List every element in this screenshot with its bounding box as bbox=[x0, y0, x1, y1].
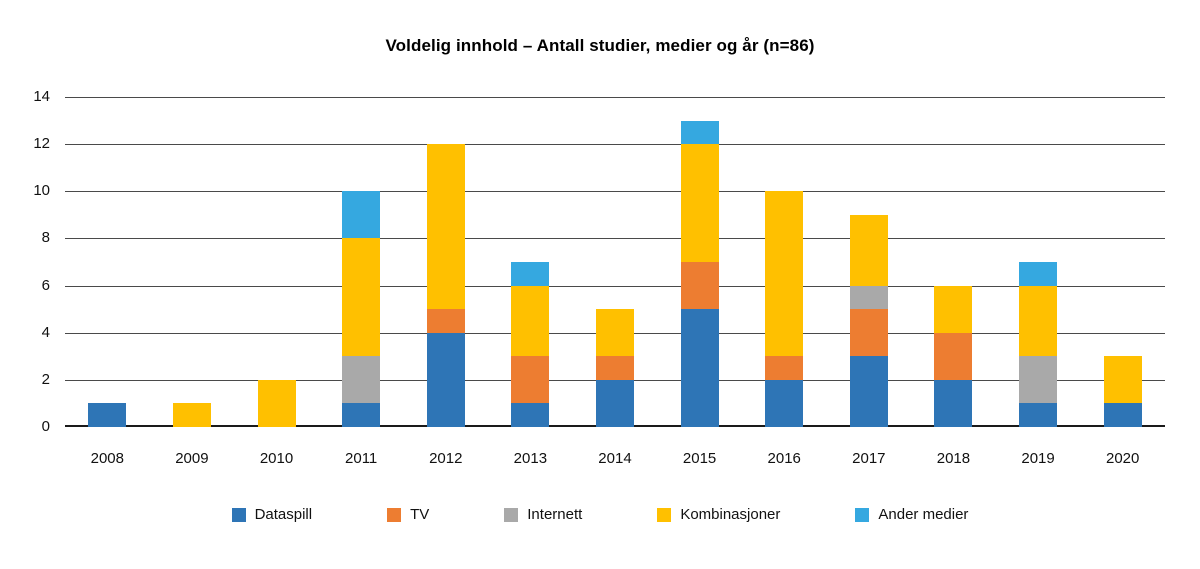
bar-segment-tv bbox=[596, 356, 634, 380]
bar-segment-dataspill bbox=[680, 309, 719, 427]
x-tick-label: 2015 bbox=[682, 450, 717, 467]
y-tick-label: 8 bbox=[41, 229, 50, 247]
legend-label: TV bbox=[410, 506, 430, 523]
legend-item-internett: Internett bbox=[504, 506, 582, 523]
bar-segment-dataspill bbox=[596, 379, 634, 427]
bar-segment-kombinasjoner bbox=[849, 214, 888, 286]
bar-segment-dataspill bbox=[934, 379, 973, 427]
legend-item-tv: TV bbox=[387, 506, 429, 523]
y-tick-label: 2 bbox=[41, 370, 50, 388]
x-tick-label: 2011 bbox=[345, 450, 378, 467]
bar-segment-kombinasjoner bbox=[342, 238, 381, 357]
x-tick-label: 2012 bbox=[429, 450, 463, 467]
bar-segment-dataspill bbox=[765, 379, 804, 427]
x-axis-labels: 2008 2009 2010 2011 2012 2013 2014 2015 2016 2017… bbox=[65, 450, 1165, 470]
gridline bbox=[65, 238, 1165, 240]
y-tick-label: 0 bbox=[41, 418, 50, 435]
y-tick-label: 4 bbox=[41, 323, 50, 341]
legend-label: Kombinasjoner bbox=[680, 506, 781, 523]
bar-segment-kombinasjoner bbox=[426, 144, 465, 310]
gridline bbox=[65, 191, 1165, 193]
bar-segment-kombinasjoner bbox=[1019, 285, 1058, 357]
bar-segment-tv bbox=[426, 309, 465, 333]
bar-segment-tv bbox=[765, 356, 804, 380]
legend-swatch bbox=[504, 507, 519, 522]
x-tick-label: 2009 bbox=[175, 450, 209, 467]
x-tick-label: 2008 bbox=[90, 450, 124, 467]
bar-segment-tv bbox=[934, 332, 973, 380]
bar-segment-kombinasjoner bbox=[765, 191, 804, 357]
chart-title: Voldelig innhold – Antall studier, medie… bbox=[385, 36, 815, 55]
gridline bbox=[65, 285, 1165, 287]
bar-segment-dataspill bbox=[1019, 403, 1058, 427]
legend-swatch bbox=[855, 507, 870, 522]
bar-segment-ander-medier bbox=[342, 191, 381, 239]
y-tick-label: 10 bbox=[33, 182, 50, 200]
x-tick-label: 2013 bbox=[513, 450, 548, 467]
legend-label: Ander medier bbox=[878, 506, 969, 523]
bar-segment-internett bbox=[342, 356, 381, 404]
gridline bbox=[65, 144, 1165, 146]
bar-segment-dataspill bbox=[1103, 403, 1142, 427]
y-tick-label: 6 bbox=[41, 276, 50, 294]
bar-segment-kombinasjoner bbox=[596, 309, 634, 357]
legend-item-ander-medier: Ander medier bbox=[855, 506, 968, 523]
legend-swatch bbox=[387, 507, 402, 522]
legend: Dataspill TV Internett Kombinasjoner Ander m… bbox=[0, 506, 1200, 523]
legend-swatch bbox=[657, 507, 672, 522]
x-tick-label: 2014 bbox=[598, 450, 632, 467]
bar-segment-tv bbox=[511, 356, 550, 404]
legend-item-kombinasjoner: Kombinasjoner bbox=[657, 506, 780, 523]
legend-label: Dataspill bbox=[254, 506, 313, 523]
bar-segment-kombinasjoner bbox=[934, 285, 973, 333]
bar-segment-kombinasjoner bbox=[172, 403, 211, 427]
legend-label: Internett bbox=[527, 506, 583, 523]
bar-segment-kombinasjoner bbox=[680, 144, 719, 262]
x-tick-label: 2019 bbox=[1021, 450, 1055, 467]
y-axis-labels: 0 2 4 6 8 10 12 14 bbox=[0, 88, 50, 435]
plot-area bbox=[65, 97, 1165, 427]
bar-segment-dataspill bbox=[342, 403, 381, 427]
legend-swatch bbox=[231, 507, 246, 522]
bar-segment-internett bbox=[1019, 356, 1058, 404]
bar-segment-dataspill bbox=[511, 403, 550, 427]
bar-segment-kombinasjoner bbox=[511, 285, 550, 357]
gridline bbox=[65, 97, 1165, 98]
bar-segment-dataspill bbox=[849, 356, 888, 427]
x-tick-label: 2020 bbox=[1105, 450, 1140, 467]
bar-segment-ander-medier bbox=[511, 262, 550, 286]
bar-segment-kombinasjoner bbox=[1103, 356, 1142, 404]
y-tick-label: 12 bbox=[33, 135, 50, 153]
legend-item-dataspill: Dataspill bbox=[231, 506, 313, 523]
x-tick-label: 2018 bbox=[936, 450, 971, 467]
x-tick-label: 2016 bbox=[767, 450, 801, 467]
bar-segment-kombinasjoner bbox=[257, 379, 296, 427]
bar-segment-tv bbox=[849, 309, 888, 357]
bar-segment-tv bbox=[680, 262, 719, 310]
bar-segment-internett bbox=[849, 285, 888, 310]
x-tick-label: 2017 bbox=[852, 450, 886, 467]
bar-segment-dataspill bbox=[426, 332, 465, 427]
bar-segment-dataspill bbox=[88, 403, 127, 427]
bar-segment-ander-medier bbox=[1019, 262, 1058, 286]
y-tick-label: 14 bbox=[33, 88, 50, 105]
bar-segment-ander-medier bbox=[680, 120, 719, 145]
x-tick-label: 2010 bbox=[259, 450, 294, 467]
